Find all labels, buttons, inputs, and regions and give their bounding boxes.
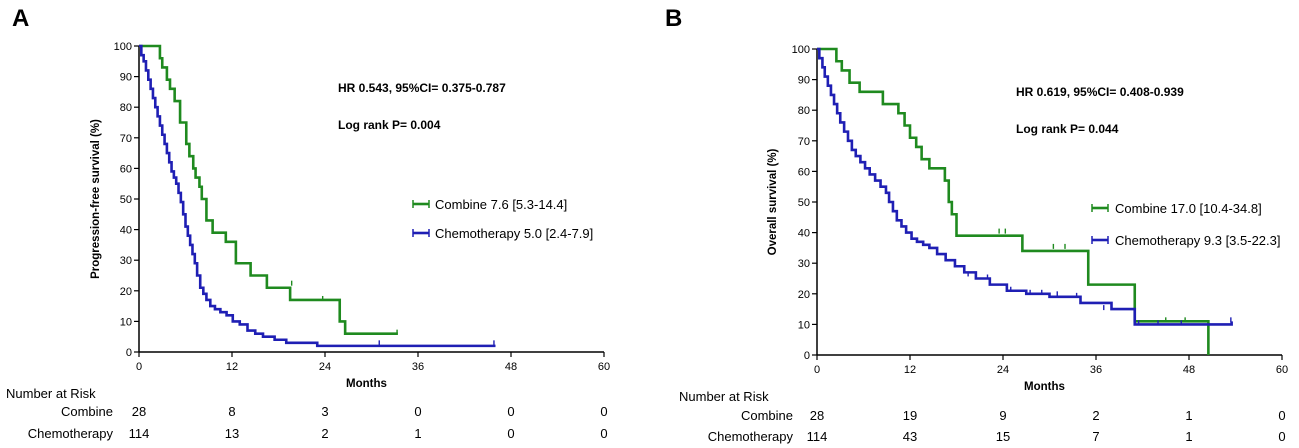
y-tick-label: 40 (798, 228, 810, 240)
km-curve-chemotherapy (139, 44, 496, 348)
risk-row-label: Combine (741, 408, 793, 423)
x-tick-label: 24 (319, 361, 331, 373)
x-tick-label: 12 (904, 364, 916, 376)
x-tick-label: 48 (1183, 364, 1195, 376)
y-tick-label: 90 (798, 75, 810, 87)
risk-value: 0 (414, 404, 421, 419)
km-curve-chemotherapy (817, 47, 1233, 326)
x-tick-label: 48 (505, 361, 517, 373)
y-tick-label: 100 (792, 44, 810, 56)
risk-value: 0 (1278, 408, 1285, 423)
risk-value: 8 (228, 404, 235, 419)
y-tick-label: 60 (120, 163, 132, 175)
risk-value: 7 (1092, 429, 1099, 444)
risk-value: 9 (999, 408, 1006, 423)
y-tick-label: 50 (798, 197, 810, 209)
y-axis-title: Progression-free survival (%) (90, 119, 102, 279)
y-tick-label: 10 (798, 319, 810, 331)
risk-value: 19 (903, 408, 917, 423)
log-rank-text: Log rank P= 0.004 (338, 118, 441, 132)
y-tick-label: 20 (798, 289, 810, 301)
risk-value: 1 (414, 426, 421, 441)
risk-value: 0 (600, 426, 607, 441)
y-tick-label: 50 (120, 194, 132, 206)
y-tick-label: 70 (798, 136, 810, 148)
x-tick-label: 0 (136, 361, 142, 373)
risk-table-title: Number at Risk (679, 389, 769, 404)
risk-value: 13 (225, 426, 239, 441)
y-axis-title: Overall survival (%) (767, 148, 779, 255)
y-tick-label: 90 (120, 72, 132, 84)
risk-value: 3 (321, 404, 328, 419)
hazard-ratio-text: HR 0.619, 95%CI= 0.408-0.939 (1016, 85, 1184, 99)
y-tick-label: 0 (126, 347, 132, 359)
legend-label-chemotherapy: Chemotherapy 5.0 [2.4-7.9] (435, 226, 593, 241)
x-tick-label: 12 (226, 361, 238, 373)
x-tick-label: 36 (1090, 364, 1102, 376)
x-tick-label: 36 (412, 361, 424, 373)
panel-letter: B (665, 5, 682, 32)
legend-label-chemotherapy: Chemotherapy 9.3 [3.5-22.3] (1115, 233, 1281, 248)
risk-value: 0 (1278, 429, 1285, 444)
x-tick-label: 60 (598, 361, 610, 373)
x-tick-label: 24 (997, 364, 1009, 376)
km-curve-combine (139, 44, 398, 335)
km-curve-combine (817, 47, 1210, 355)
y-tick-label: 10 (120, 316, 132, 328)
y-tick-label: 40 (120, 225, 132, 237)
risk-value: 2 (321, 426, 328, 441)
y-tick-label: 30 (798, 258, 810, 270)
y-tick-label: 20 (120, 286, 132, 298)
y-tick-label: 60 (798, 166, 810, 178)
risk-value: 114 (129, 426, 150, 441)
risk-row-label: Combine (61, 404, 113, 419)
risk-row-label: Chemotherapy (708, 429, 794, 444)
risk-value: 15 (996, 429, 1010, 444)
risk-value: 43 (903, 429, 917, 444)
risk-value: 0 (507, 426, 514, 441)
y-tick-label: 0 (804, 350, 810, 362)
log-rank-text: Log rank P= 0.044 (1016, 122, 1119, 136)
risk-row-label: Chemotherapy (28, 426, 114, 441)
risk-value: 1 (1185, 429, 1192, 444)
risk-value: 114 (807, 429, 828, 444)
x-axis-title: Months (1024, 381, 1065, 393)
hazard-ratio-text: HR 0.543, 95%CI= 0.375-0.787 (338, 81, 506, 95)
risk-value: 28 (132, 404, 146, 419)
y-tick-label: 70 (120, 133, 132, 145)
x-tick-label: 0 (814, 364, 820, 376)
risk-value: 0 (600, 404, 607, 419)
risk-value: 2 (1092, 408, 1099, 423)
legend-label-combine: Combine 7.6 [5.3-14.4] (435, 197, 567, 212)
y-tick-label: 100 (114, 41, 132, 53)
y-tick-label: 80 (120, 102, 132, 114)
y-tick-label: 30 (120, 255, 132, 267)
y-tick-label: 80 (798, 105, 810, 117)
risk-table-title: Number at Risk (6, 386, 96, 401)
x-tick-label: 60 (1276, 364, 1288, 376)
risk-value: 0 (507, 404, 514, 419)
risk-value: 28 (810, 408, 824, 423)
panel-letter: A (12, 5, 29, 32)
legend-label-combine: Combine 17.0 [10.4-34.8] (1115, 201, 1262, 216)
x-axis-title: Months (346, 378, 387, 390)
risk-value: 1 (1185, 408, 1192, 423)
